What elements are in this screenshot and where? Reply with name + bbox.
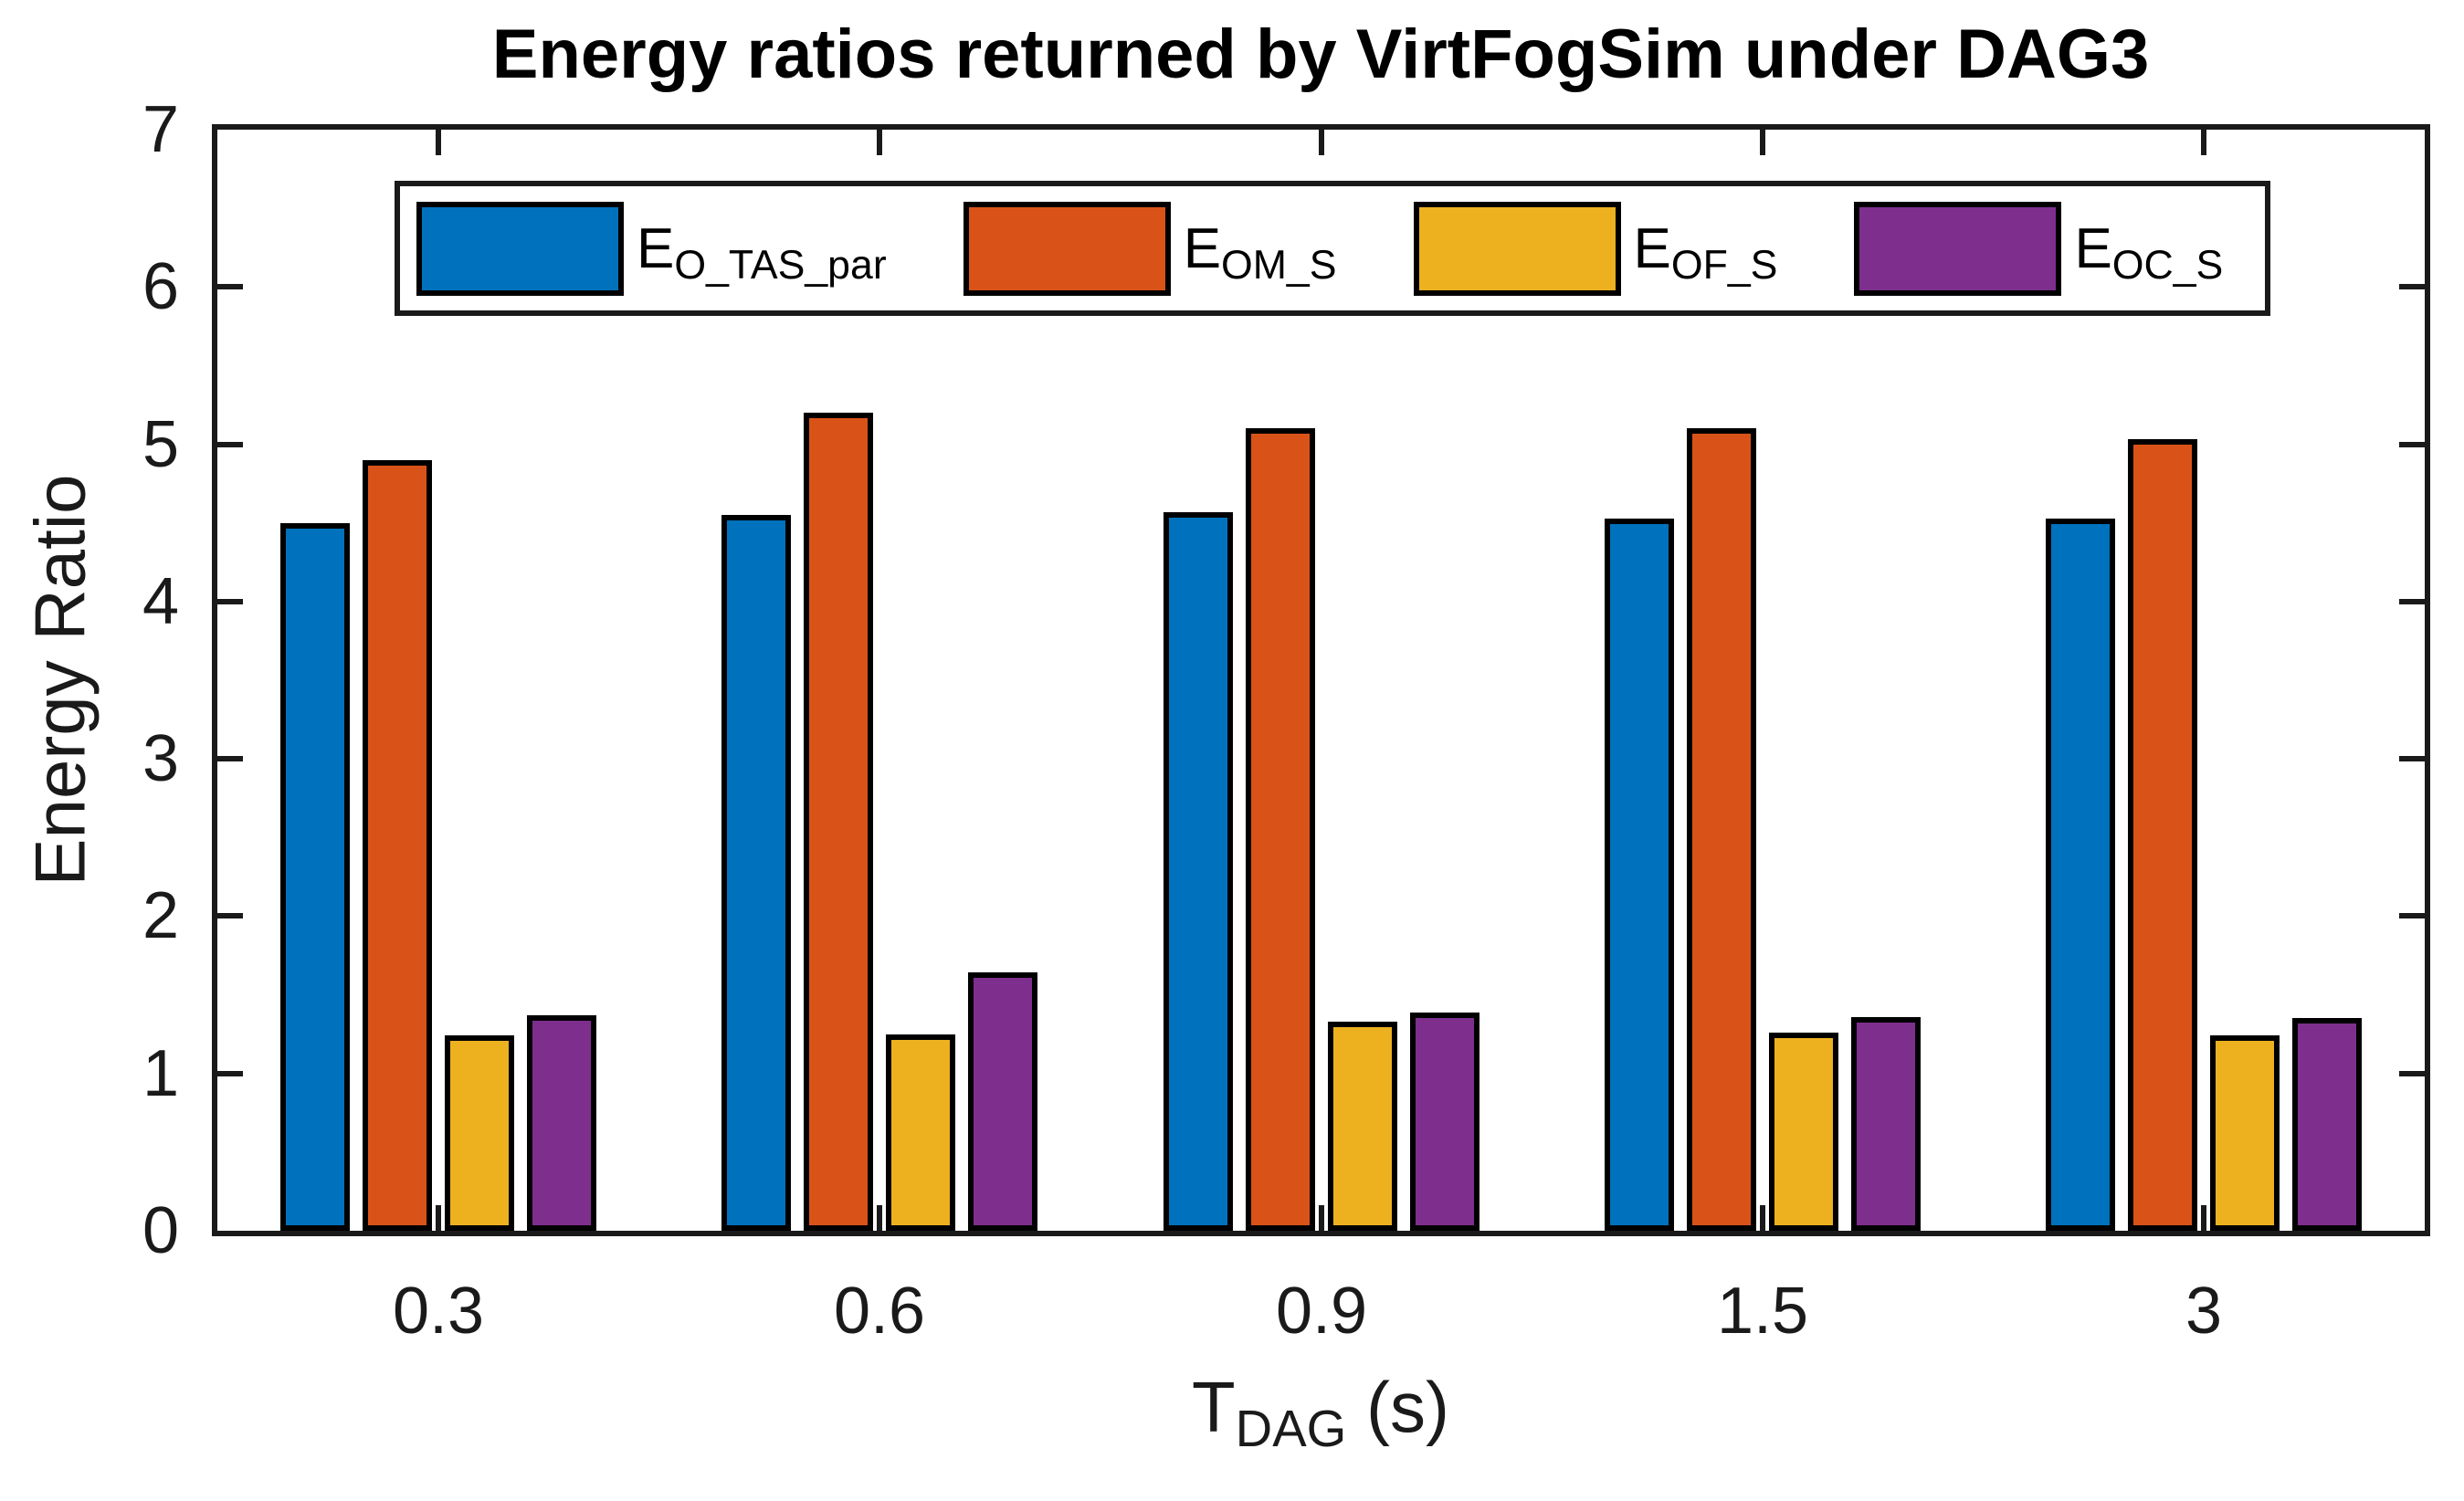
legend-label-OC_S: EOC_S	[2074, 216, 2223, 288]
legend-label-OM_S: EOM_S	[1183, 216, 1337, 288]
bar-E_OC_S-x1.5	[1850, 1017, 1921, 1231]
plot-inner	[217, 130, 2425, 1231]
x-label-unit: (s)	[1346, 1367, 1449, 1447]
bar-E_OC_S-x0.9	[1409, 1013, 1479, 1231]
legend: EO_TAS_par EOM_S EOF_S EOC_S	[395, 181, 2270, 316]
x-axis-label: TDAG (s)	[1192, 1366, 1449, 1457]
bar-E_OF_S-x0.3	[444, 1035, 514, 1231]
y-tick-right	[2399, 756, 2425, 762]
legend-label-subscript: OM_S	[1221, 242, 1337, 288]
legend-label-subscript: OC_S	[2111, 242, 2224, 288]
y-tick-right	[2399, 441, 2425, 447]
y-tick-left	[217, 441, 243, 447]
x-label-base: T	[1192, 1367, 1236, 1447]
legend-label-base: E	[637, 216, 675, 280]
y-tick-left	[217, 598, 243, 604]
bar-E_O_TAS_par-x3	[2046, 519, 2116, 1231]
x-tick-top	[2201, 130, 2207, 155]
y-tick-label-6: 6	[142, 250, 179, 323]
y-tick-label-3: 3	[142, 722, 179, 795]
bar-E_OM_S-x0.6	[804, 413, 874, 1231]
y-tick-label-4: 4	[142, 565, 179, 638]
legend-swatch-OM_S	[963, 201, 1171, 296]
bar-E_O_TAS_par-x0.6	[721, 515, 792, 1231]
x-tick-top	[1759, 130, 1765, 155]
y-tick-left	[217, 913, 243, 919]
x-tick-label-1.5: 1.5	[1716, 1275, 1809, 1348]
x-tick-top	[877, 130, 883, 155]
x-tick-top	[1318, 130, 1324, 155]
y-tick-right	[2399, 598, 2425, 604]
y-tick-label-1: 1	[142, 1037, 179, 1110]
legend-label-O_TAS_par: EO_TAS_par	[637, 216, 887, 288]
legend-label-base: E	[2074, 216, 2112, 280]
legend-label-subscript: OF_S	[1670, 242, 1778, 288]
bar-E_OC_S-x0.6	[968, 972, 1038, 1231]
y-tick-label-5: 5	[142, 408, 179, 481]
legend-swatch-O_TAS_par	[416, 201, 624, 296]
legend-label-base: E	[1633, 216, 1671, 280]
legend-label-OF_S: EOF_S	[1633, 216, 1778, 288]
bar-E_OC_S-x3	[2292, 1018, 2363, 1231]
legend-label-subscript: O_TAS_par	[674, 242, 887, 288]
bar-E_OC_S-x0.3	[526, 1015, 596, 1231]
x-tick-top	[435, 130, 441, 155]
legend-label-base: E	[1183, 216, 1222, 280]
x-tick-label-0.9: 0.9	[1275, 1275, 1368, 1348]
bar-E_O_TAS_par-x0.3	[279, 523, 350, 1231]
legend-entry-E_OF_S: EOF_S	[1413, 201, 1778, 296]
x-tick-label-3: 3	[2185, 1275, 2223, 1348]
y-tick-right	[2399, 1070, 2425, 1076]
legend-swatch-OC_S	[1854, 201, 2062, 296]
y-tick-right	[2399, 913, 2425, 919]
bar-E_OM_S-x1.5	[1686, 428, 1756, 1231]
x-label-subscript: DAG	[1235, 1399, 1347, 1457]
y-tick-label-7: 7	[142, 93, 179, 166]
bar-E_O_TAS_par-x0.9	[1163, 512, 1233, 1231]
x-tick-label-0.6: 0.6	[833, 1275, 926, 1348]
x-tick-bottom	[877, 1205, 883, 1231]
y-tick-left	[217, 284, 243, 290]
x-tick-bottom	[435, 1205, 441, 1231]
legend-entry-E_O_TAS_par: EO_TAS_par	[416, 201, 887, 296]
x-tick-bottom	[1759, 1205, 1765, 1231]
y-tick-left	[217, 756, 243, 762]
legend-swatch-OF_S	[1413, 201, 1621, 296]
legend-entry-E_OM_S: EOM_S	[963, 201, 1337, 296]
y-tick-right	[2399, 284, 2425, 290]
chart-title: Energy ratios returned by VirtFogSim und…	[491, 16, 2150, 93]
bar-E_OM_S-x3	[2128, 439, 2198, 1231]
y-tick-label-2: 2	[142, 879, 179, 952]
x-tick-label-0.3: 0.3	[392, 1275, 485, 1348]
bar-E_OM_S-x0.3	[362, 460, 432, 1231]
bar-E_OM_S-x0.9	[1245, 428, 1315, 1231]
bar-E_OF_S-x3	[2210, 1035, 2280, 1231]
y-tick-label-0: 0	[142, 1194, 179, 1267]
x-tick-bottom	[1318, 1205, 1324, 1231]
bar-E_OF_S-x0.6	[886, 1034, 956, 1231]
bar-E_O_TAS_par-x1.5	[1604, 519, 1674, 1231]
legend-entry-E_OC_S: EOC_S	[1854, 201, 2223, 296]
bar-E_OF_S-x0.9	[1327, 1022, 1397, 1231]
bar-E_OF_S-x1.5	[1768, 1033, 1838, 1231]
y-axis-label: Energy Ratio	[19, 474, 100, 887]
x-tick-bottom	[2201, 1205, 2207, 1231]
y-tick-left	[217, 1070, 243, 1076]
